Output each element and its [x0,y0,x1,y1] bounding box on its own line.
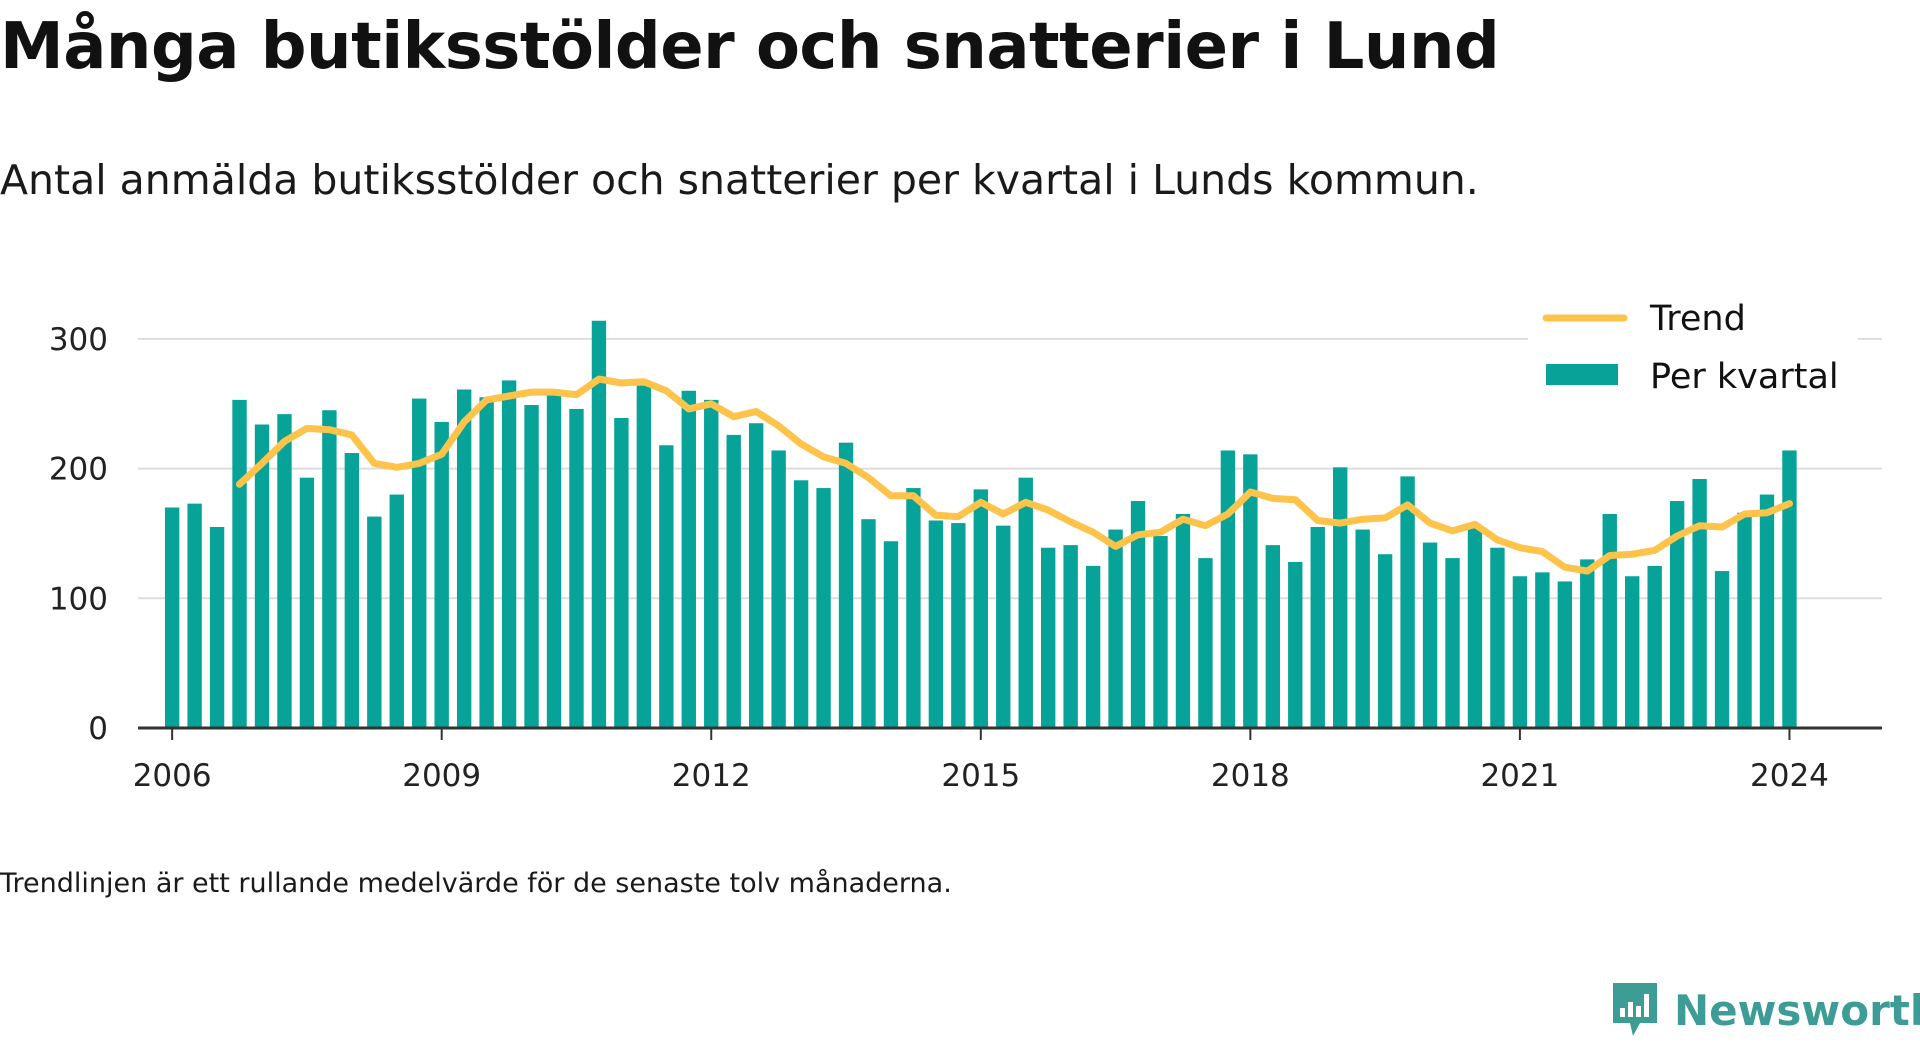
legend: Trend Per kvartal [1528,295,1858,403]
legend-label-per-kvartal: Per kvartal [1650,357,1839,397]
bar [1377,554,1393,728]
bar [996,525,1011,728]
x-tick-label: 2006 [133,758,212,794]
bar [1153,536,1168,728]
chart: 0 100 200 300 2006 2009 2012 2015 2018 2021 2024 T… [48,295,1882,794]
bar [367,516,382,728]
bar [636,385,652,728]
y-tick-label: 300 [49,322,108,358]
bar [838,442,854,728]
bar [1692,478,1707,728]
bar [299,477,315,728]
bar [1040,547,1056,728]
x-tick-label: 2024 [1750,758,1829,794]
bar [501,380,517,728]
bar [1647,565,1662,728]
bar [883,541,899,728]
y-tick-label: 0 [88,711,108,747]
bar [1198,558,1213,728]
line-series-trend [236,375,1793,575]
bar [1580,559,1595,728]
legend-label-trend: Trend [1649,299,1746,339]
bar [1288,561,1303,728]
bar [928,520,944,728]
bar [322,410,337,728]
bar [1400,476,1415,728]
brand-name: Newsworthy [1674,985,1920,1035]
bar [546,393,562,728]
bar [1782,450,1797,728]
bar [1310,526,1325,728]
bar [456,389,472,728]
bar [1490,547,1505,728]
y-tick-label: 100 [49,581,108,617]
bar [793,480,809,728]
legend-swatch-per-kvartal [1546,364,1618,385]
bar [951,523,966,728]
bar [344,453,360,728]
bar [726,434,741,728]
bar [412,398,427,728]
bar [187,503,202,728]
bar [614,418,629,728]
bar [1759,494,1775,728]
bar [232,399,247,728]
bar [1243,454,1258,728]
bar [569,408,584,728]
bar [1737,512,1752,728]
bar [659,445,674,728]
chart-title: Många butiksstölder och snatterier i Lun… [0,10,1500,84]
bar-series-per-kvartal [164,320,1797,728]
bar [591,320,607,728]
bar [1714,571,1730,728]
newsworthy-logo-icon [1613,983,1657,1036]
bar [1130,501,1146,728]
bar [524,405,539,728]
bar [1108,529,1123,728]
x-tick-label: 2021 [1480,758,1559,794]
bar [209,526,225,728]
bar [973,489,988,728]
chart-subtitle: Antal anmälda butiksstölder och snatteri… [0,156,1479,204]
bar [1535,572,1550,728]
bar [1220,450,1236,728]
bar [1557,581,1573,728]
trend-line [236,375,1793,575]
bar [479,397,494,728]
bar [1512,576,1528,728]
x-tick-label: 2015 [941,758,1020,794]
brand: Newsworthy [1610,978,1920,1042]
bar [389,494,404,728]
bar [1602,514,1617,728]
x-tick-label: 2012 [672,758,751,794]
x-tick-label: 2009 [402,758,481,794]
bar [1445,558,1460,728]
axes: 0 100 200 300 2006 2009 2012 2015 2018 2021 2024 [49,322,1882,794]
bar [1625,576,1640,728]
footnote: Trendlinjen är ett rullande medelvärde f… [0,868,952,899]
bar [771,450,786,728]
bar [681,390,696,728]
bar [861,519,876,728]
bar [1265,545,1281,728]
bar [1669,501,1685,728]
bar [1333,467,1348,728]
bar [1085,565,1101,728]
bar [1422,542,1438,728]
bar [1063,545,1078,728]
bar [434,421,449,728]
bar [1467,526,1483,728]
bar [1355,529,1370,728]
bar [906,488,921,728]
bar [748,423,764,728]
bar [277,414,292,728]
x-tick-label: 2018 [1211,758,1290,794]
bar [1018,477,1033,728]
bar [1175,514,1191,728]
bar [816,488,831,728]
y-tick-label: 200 [49,452,108,488]
bar [164,507,180,728]
bar [704,399,719,728]
bar [254,424,270,728]
